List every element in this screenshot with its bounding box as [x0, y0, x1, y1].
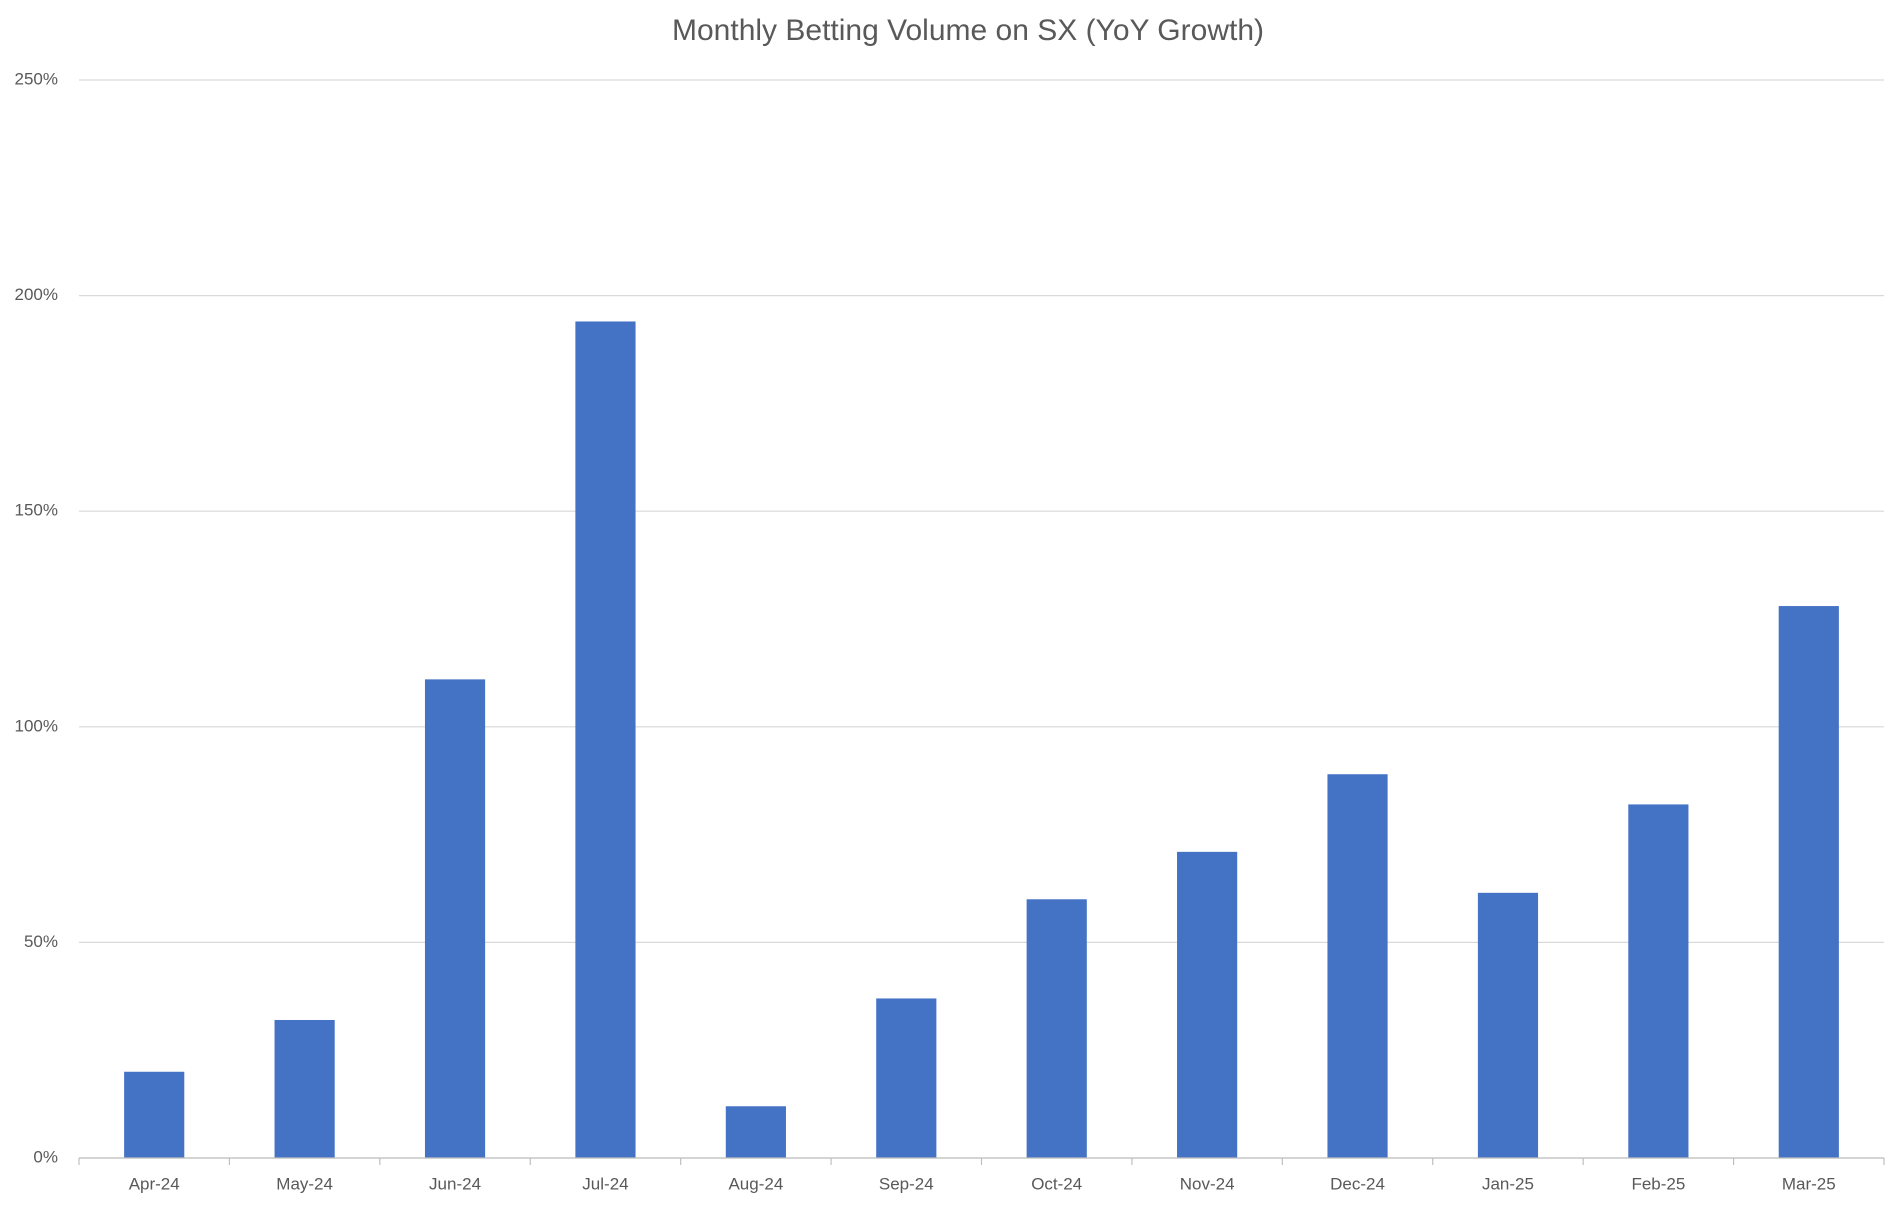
y-tick-label: 150% [15, 501, 58, 520]
x-tick-label: Nov-24 [1180, 1174, 1235, 1193]
chart-title: Monthly Betting Volume on SX (YoY Growth… [672, 14, 1264, 47]
x-tick-label: Jun-24 [429, 1174, 481, 1193]
bar [124, 1071, 185, 1158]
y-tick-label: 100% [15, 716, 58, 735]
bar [575, 321, 636, 1158]
bar [876, 998, 937, 1158]
y-tick-label: 0% [33, 1147, 58, 1166]
y-tick-label: 50% [24, 932, 58, 951]
x-tick-label: May-24 [276, 1174, 333, 1193]
y-tick-label: 200% [15, 285, 58, 304]
bar [1628, 804, 1689, 1158]
x-tick-label: Oct-24 [1031, 1174, 1082, 1193]
bar [424, 679, 486, 1158]
x-tick-label: Apr-24 [129, 1174, 180, 1193]
x-tick-label: Dec-24 [1330, 1174, 1385, 1193]
bar [274, 1020, 335, 1158]
bar [1177, 851, 1238, 1158]
y-tick-label: 250% [15, 69, 58, 88]
x-tick-label: Sep-24 [879, 1174, 934, 1193]
x-tick-label: Mar-25 [1782, 1174, 1836, 1193]
x-tick-label: Aug-24 [728, 1174, 783, 1193]
bar [1778, 606, 1839, 1158]
x-tick-label: Jul-24 [582, 1174, 628, 1193]
bar [1327, 774, 1388, 1158]
bar [725, 1106, 786, 1158]
bar [1026, 899, 1087, 1158]
x-tick-label: Feb-25 [1631, 1174, 1685, 1193]
x-tick-label: Jan-25 [1482, 1174, 1534, 1193]
bar [1477, 892, 1539, 1158]
